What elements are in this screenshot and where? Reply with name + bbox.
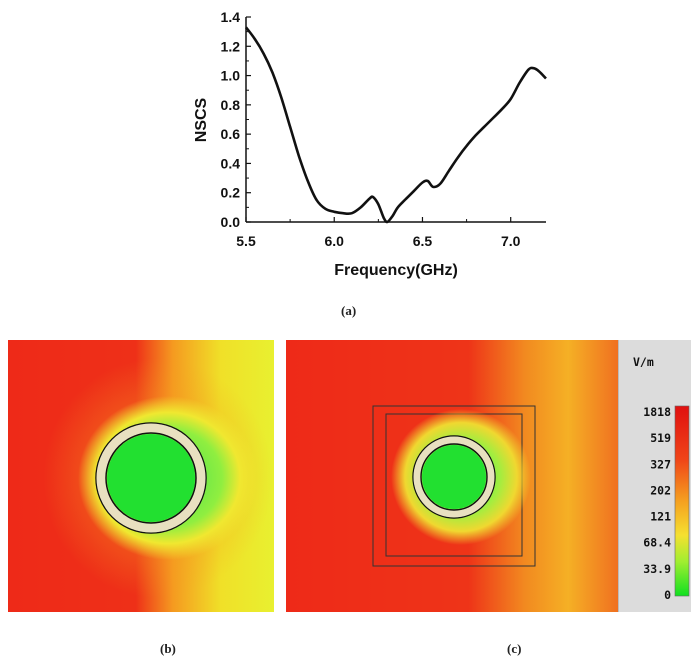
field-plot-b-graphic	[8, 340, 274, 612]
field-plot-b	[8, 340, 274, 612]
y-tick-label: 1.4	[221, 9, 241, 25]
ring-outer-b	[95, 422, 207, 534]
y-tick-label: 1.0	[221, 68, 241, 84]
x-axis-label: Frequency(GHz)	[334, 262, 458, 279]
core-c	[422, 445, 486, 509]
y-tick-label: 0.6	[221, 126, 241, 142]
ring-inner-edge-c	[420, 443, 488, 511]
plot-frame	[245, 17, 546, 223]
legend-label: 327	[650, 457, 671, 471]
panel-label-a: (a)	[341, 303, 357, 318]
legend-label: 202	[650, 483, 671, 497]
y-tick-label: 0.4	[221, 155, 241, 171]
legend-colorbar	[674, 405, 690, 597]
field-plot-c	[286, 340, 618, 612]
legend-label: 1818	[643, 405, 671, 419]
x-ticks: 5.5 6.0 6.5 7.0	[236, 217, 521, 249]
panel-label-b: (b)	[160, 641, 176, 656]
ring-outer-c	[412, 435, 496, 519]
metasurface-frame-outer	[372, 405, 536, 567]
x-tick-label: 7.0	[501, 233, 521, 249]
y-tick-label: 0.2	[221, 185, 241, 201]
y-tick-label: 1.2	[221, 38, 241, 54]
field-plot-c-graphic	[286, 340, 618, 612]
ring-inner-edge-b	[105, 432, 197, 524]
core-b	[107, 434, 195, 522]
y-axis-label: NSCS	[193, 97, 210, 142]
legend-labels: 1818 519 327 202 121 68.4 33.9 0	[643, 405, 671, 602]
x-tick-label: 6.5	[413, 233, 433, 249]
x-tick-label: 6.0	[325, 233, 345, 249]
nscs-series-line	[244, 26, 547, 224]
x-tick-label: 5.5	[236, 233, 256, 249]
y-tick-label: 0.8	[221, 97, 241, 113]
legend-graphic: V/m 1818 519 327 202 121 68.4 33.9 0	[633, 355, 690, 602]
field-color-legend: V/m 1818 519 327 202 121 68.4 33.9 0	[618, 340, 691, 612]
legend-label: 519	[650, 431, 671, 445]
y-tick-label: 0.0	[221, 214, 241, 230]
legend-label: 68.4	[643, 536, 671, 550]
legend-label: 0	[664, 588, 671, 602]
ring-b	[96, 423, 206, 533]
legend-label: 121	[650, 510, 671, 524]
panel-label-c: (c)	[507, 641, 522, 656]
ring-c	[413, 436, 495, 518]
legend-label: 33.9	[643, 562, 671, 576]
nscs-line-chart: 0.0 0.2 0.4 0.6 0.8 1.0 1.2 1.4 5.5 6.0 6.5 7.0 Fr…	[193, 9, 547, 279]
y-ticks: 0.0 0.2 0.4 0.6 0.8 1.0 1.2 1.4	[221, 9, 251, 230]
legend-unit: V/m	[633, 355, 654, 369]
